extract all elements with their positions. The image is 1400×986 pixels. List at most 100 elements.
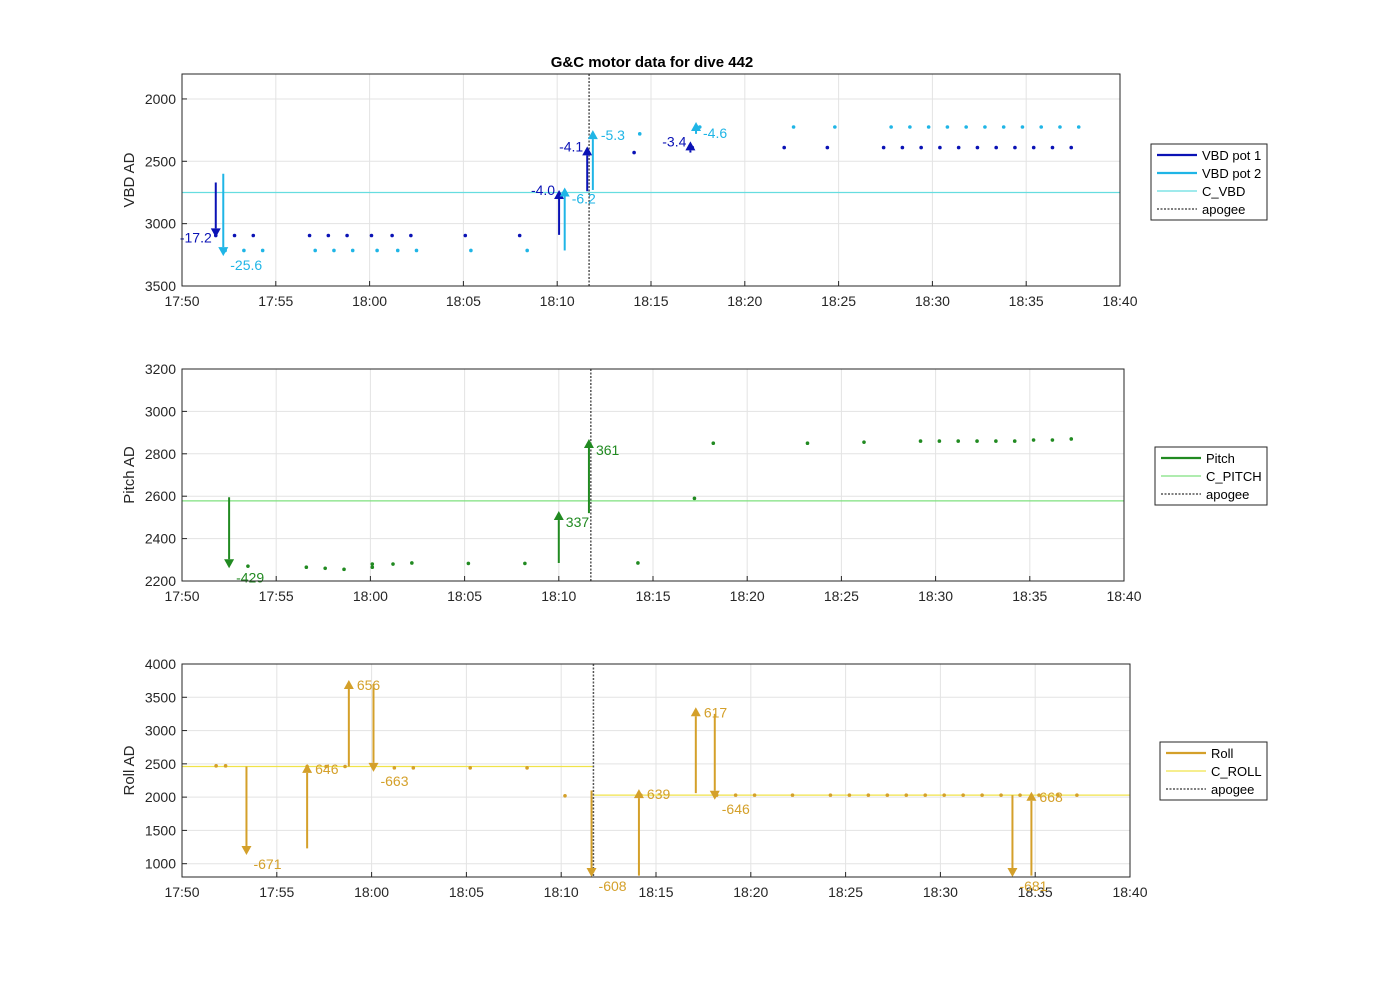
legend-label: Pitch — [1206, 451, 1235, 466]
data-point — [961, 793, 965, 797]
data-point — [828, 793, 833, 797]
y-tick-label: 1000 — [145, 856, 176, 872]
y-tick-label: 1500 — [145, 822, 176, 838]
move-arrow-head — [559, 187, 570, 197]
x-tick-label: 18:25 — [828, 884, 863, 900]
y-tick-label: 4000 — [145, 656, 176, 672]
data-point — [994, 439, 998, 443]
data-point — [636, 561, 640, 565]
move-label: -3.4 — [662, 133, 686, 149]
data-point — [805, 441, 810, 446]
panel-1: 17:50 17:55 18:00 18:05 18:10 18:15 18:20 18:25… — [121, 73, 1268, 309]
data-point — [999, 793, 1003, 797]
move-arrow-head — [1026, 791, 1037, 801]
move-label: -663 — [380, 773, 408, 789]
data-point — [889, 125, 893, 129]
data-point — [945, 125, 950, 129]
y-tick-label: 2400 — [145, 531, 176, 547]
data-point — [752, 793, 757, 797]
data-point — [637, 132, 642, 136]
data-point — [469, 248, 473, 253]
data-point — [525, 248, 529, 253]
move-arrow-head — [553, 511, 564, 521]
x-tick-label: 18:25 — [821, 293, 856, 309]
x-tick-label: 18:15 — [635, 588, 670, 604]
move-arrow-head — [587, 130, 598, 140]
data-point — [1018, 793, 1022, 797]
data-point — [246, 564, 250, 568]
x-tick-label: 18:05 — [446, 293, 481, 309]
data-point — [313, 248, 317, 253]
data-point — [1069, 145, 1074, 150]
x-tick-label: 18:05 — [449, 884, 484, 900]
data-point — [242, 248, 246, 253]
move-arrow-head — [691, 122, 702, 132]
y-tick-label: 3000 — [145, 403, 176, 419]
data-point — [370, 565, 375, 570]
x-tick-label: 17:55 — [259, 884, 294, 900]
data-point — [790, 793, 795, 797]
x-tick-label: 18:10 — [544, 884, 579, 900]
move-arrow-head — [210, 228, 221, 238]
legend-label: VBD pot 2 — [1202, 166, 1261, 181]
move-arrow-head — [1007, 868, 1018, 877]
x-tick-label: 18:15 — [638, 884, 673, 900]
x-tick-label: 18:40 — [1102, 293, 1137, 309]
move-arrow-head — [709, 790, 720, 800]
x-tick-label: 18:35 — [1009, 293, 1044, 309]
data-point — [632, 150, 636, 155]
x-tick-label: 18:00 — [354, 884, 389, 900]
data-point — [1050, 438, 1055, 442]
move-arrow-head — [224, 559, 235, 569]
legend-label: apogee — [1211, 782, 1254, 797]
legend-label: C_ROLL — [1211, 764, 1262, 779]
x-tick-label: 18:00 — [353, 588, 388, 604]
data-point — [345, 233, 349, 238]
move-arrow-head — [554, 189, 565, 199]
data-point — [900, 145, 905, 150]
x-tick-label: 17:50 — [164, 293, 199, 309]
data-point — [1001, 125, 1006, 129]
move-label: -4.0 — [531, 182, 555, 198]
data-point — [1075, 793, 1079, 797]
x-tick-label: 18:10 — [541, 588, 576, 604]
data-point — [326, 233, 331, 238]
y-tick-label: 3000 — [145, 723, 176, 739]
data-point — [307, 233, 312, 238]
data-point — [980, 793, 984, 797]
x-tick-label: 18:30 — [915, 293, 950, 309]
data-point — [466, 561, 471, 566]
move-arrow-head — [343, 679, 354, 689]
axes-frame — [181, 368, 1125, 582]
move-label: -4.6 — [703, 125, 727, 141]
move-label: 361 — [596, 442, 620, 458]
data-point — [833, 125, 837, 129]
data-point — [523, 561, 527, 566]
y-tick-label: 2200 — [145, 573, 176, 589]
data-point — [975, 439, 979, 443]
data-point — [825, 145, 830, 150]
data-point — [411, 766, 416, 770]
move-label: 668 — [1039, 789, 1063, 805]
x-tick-label: 17:55 — [258, 293, 293, 309]
data-point — [410, 561, 414, 565]
data-point — [1013, 145, 1017, 150]
move-arrow-head — [586, 868, 597, 877]
axes-frame — [181, 73, 1121, 287]
data-point — [956, 145, 961, 150]
x-tick-label: 18:25 — [824, 588, 859, 604]
y-tick-label: 3500 — [145, 689, 176, 705]
data-point — [525, 766, 529, 770]
data-point — [975, 145, 980, 150]
data-point — [926, 125, 931, 129]
move-label: -17.2 — [180, 229, 212, 245]
data-point — [468, 766, 472, 770]
data-point — [956, 439, 961, 443]
move-label: -25.6 — [230, 257, 262, 273]
data-point — [395, 248, 400, 253]
move-label: 617 — [704, 704, 728, 720]
data-point — [260, 248, 265, 253]
y-tick-label: 2500 — [145, 756, 176, 772]
panel-3: 17:50 17:55 18:00 18:05 18:10 18:15 18:20 18:25… — [121, 656, 1268, 900]
